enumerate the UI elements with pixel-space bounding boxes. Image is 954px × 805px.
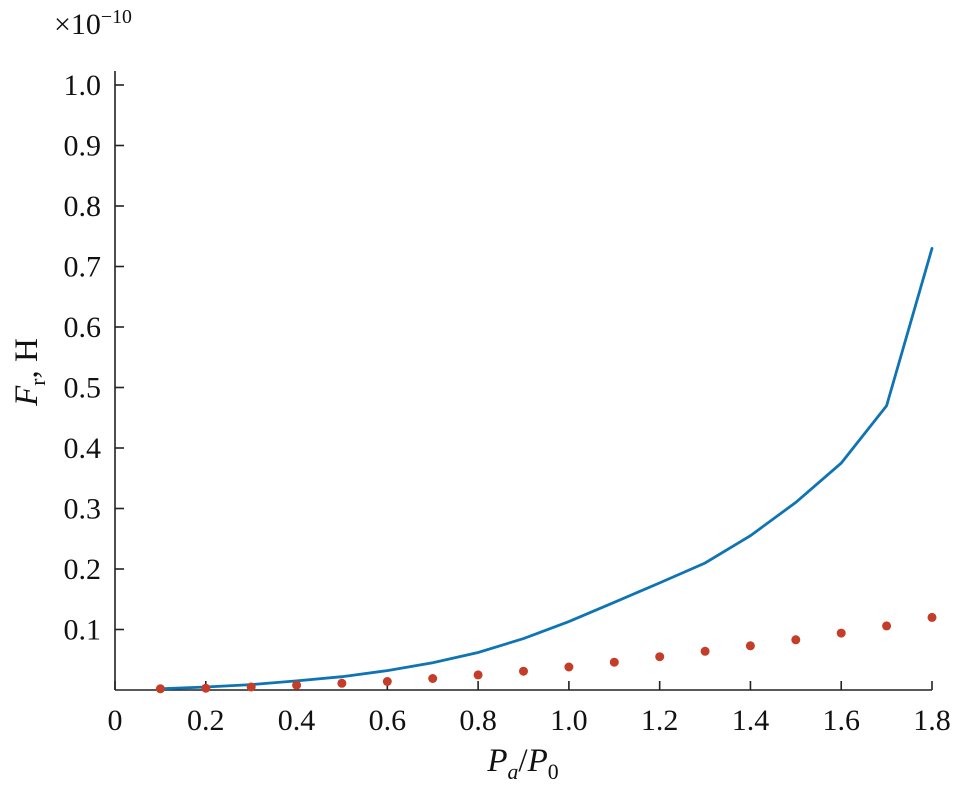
- x-axis-title: Pa/P0: [487, 743, 558, 785]
- y-tick-label: 1.0: [64, 69, 102, 102]
- x-tick-label: 0.8: [459, 704, 497, 737]
- y-tick-label: 0.9: [64, 130, 102, 163]
- x-tick-label: 0.6: [369, 704, 407, 737]
- x-tick-label: 0: [108, 704, 123, 737]
- x-title-symbol-1: P: [487, 743, 508, 780]
- data-point: [155, 684, 165, 694]
- y-title-unit: , H: [9, 338, 46, 379]
- x-tick-label: 1.2: [641, 704, 679, 737]
- data-point: [382, 677, 392, 686]
- series-line: [158, 246, 934, 691]
- x-tick-label: 1.0: [550, 704, 588, 737]
- x-tick-label: 1.8: [913, 704, 951, 737]
- data-point: [473, 670, 483, 680]
- data-point: [337, 678, 347, 688]
- x-tick-label: 0.2: [187, 704, 225, 737]
- y-title-symbol: F: [9, 385, 46, 406]
- data-point: [745, 641, 755, 651]
- x-title-symbol-2: P: [527, 743, 548, 780]
- y-title-subscript: r: [25, 378, 50, 386]
- data-point: [700, 646, 710, 656]
- data-point: [791, 635, 801, 645]
- x-title-subscript-1: a: [507, 759, 519, 784]
- data-point: [609, 657, 619, 667]
- y-tick-label: 0.7: [64, 251, 102, 284]
- x-title-slash: /: [518, 743, 528, 780]
- data-point: [836, 628, 846, 638]
- y-tick-label: 0.1: [64, 614, 102, 647]
- y-axis-offset-label: ×10−10: [54, 6, 132, 42]
- y-tick-label: 0.2: [64, 553, 102, 586]
- y-tick-label: 0.5: [64, 372, 102, 405]
- data-point: [927, 612, 937, 622]
- data-point: [519, 666, 528, 676]
- y-tick-label: 0.4: [64, 432, 102, 465]
- x-tick-label: 1.6: [822, 704, 860, 737]
- data-point: [882, 621, 892, 631]
- x-tick-label: 1.4: [732, 704, 770, 737]
- x-tick-label: 0.4: [278, 704, 316, 737]
- data-point: [201, 683, 211, 693]
- data-point: [428, 674, 438, 683]
- offset-base: ×10: [54, 8, 101, 41]
- y-tick-label: 0.6: [64, 311, 102, 344]
- data-point: [292, 680, 302, 690]
- data-point: [564, 662, 574, 672]
- y-tick-label: 0.8: [64, 190, 102, 223]
- y-axis-title: Fr, H: [9, 338, 51, 406]
- data-point: [655, 652, 665, 662]
- data-point: [246, 682, 256, 692]
- y-tick-label: 0.3: [64, 493, 102, 526]
- x-title-subscript-2: 0: [547, 759, 559, 784]
- offset-exponent: −10: [100, 6, 132, 28]
